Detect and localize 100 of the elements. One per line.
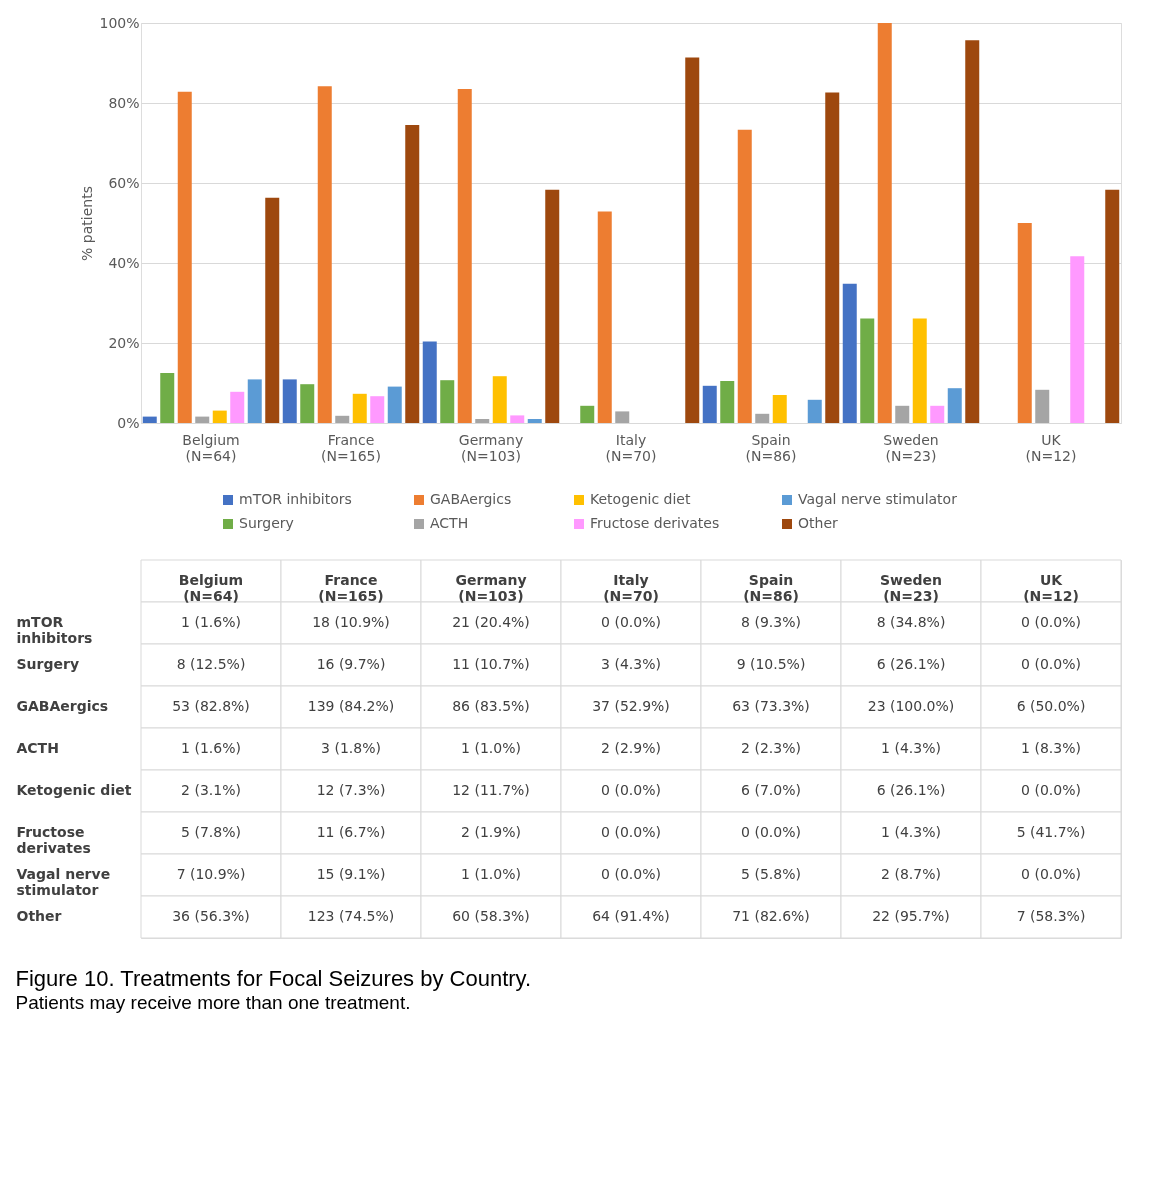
- data-label: 139 (84.2%): [307, 698, 395, 714]
- category-label: France (N=165): [318, 572, 384, 604]
- legend-label: Vagal nerve stimulator: [798, 491, 958, 507]
- data-label: 37 (52.9%): [592, 698, 670, 714]
- bar: [737, 129, 752, 423]
- bar: [405, 125, 420, 423]
- legend-label: mTOR inhibitors: [239, 491, 352, 507]
- data-label: 1 (4.3%): [881, 824, 941, 840]
- bar: [685, 57, 700, 423]
- data-label: 71 (82.6%): [732, 908, 810, 924]
- legend-label: GABAergics: [430, 491, 512, 507]
- data-label: 0 (0.0%): [601, 782, 661, 798]
- bar: [720, 381, 735, 423]
- data-label: 7 (10.9%): [176, 866, 246, 882]
- bar: [527, 419, 542, 423]
- data-label: 6 (7.0%): [741, 782, 801, 798]
- text: mTOR inhibitors: [16, 614, 93, 646]
- data-label: 2 (1.9%): [461, 824, 521, 840]
- bar: [1070, 256, 1085, 423]
- bar: [282, 379, 297, 423]
- bar: [1017, 223, 1032, 423]
- data-label: 3 (4.3%): [601, 656, 661, 672]
- data-label: 53 (82.8%): [172, 698, 250, 714]
- category-label: Germany (N=103): [455, 572, 527, 604]
- data-label: 5 (5.8%): [741, 866, 801, 882]
- bar: [387, 386, 402, 423]
- y-tick-label: 20%: [108, 334, 140, 351]
- data-label: 36 (56.3%): [172, 908, 250, 924]
- data-label: 2 (2.9%): [601, 740, 661, 756]
- data-label: 22 (95.7%): [872, 908, 950, 924]
- bar: [352, 393, 367, 423]
- x-tick-label: Italy (N=70): [605, 431, 657, 464]
- bar: [545, 189, 560, 423]
- data-label: 0 (0.0%): [601, 866, 661, 882]
- bar: [177, 91, 192, 423]
- text: Figure 10. Treatments for Focal Seizures by Country.: [15, 966, 532, 991]
- bar: [580, 405, 595, 423]
- bar: [440, 380, 455, 423]
- data-label: 1 (1.0%): [461, 740, 521, 756]
- y-tick-label: 0%: [117, 414, 140, 431]
- data-label: 1 (1.6%): [181, 740, 241, 756]
- bar: [457, 89, 472, 423]
- data-label: 15 (9.1%): [316, 866, 386, 882]
- bar: [772, 395, 787, 423]
- data-label: 5 (41.7%): [1016, 824, 1086, 840]
- x-tick-label: Sweden (N=23): [883, 431, 939, 464]
- data-label: 60 (58.3%): [452, 908, 530, 924]
- data-label: 1 (8.3%): [1021, 740, 1081, 756]
- text: Other: [16, 908, 62, 924]
- bar: [492, 376, 507, 423]
- data-label: 16 (9.7%): [316, 656, 386, 672]
- data-label: 63 (73.3%): [732, 698, 810, 714]
- category-label: Italy (N=70): [603, 572, 659, 604]
- data-label: 0 (0.0%): [601, 824, 661, 840]
- category-label: UK (N=12): [1023, 572, 1079, 604]
- y-axis-title: % patients: [79, 186, 96, 261]
- data-label: 6 (26.1%): [876, 782, 946, 798]
- x-tick-label: Spain (N=86): [745, 431, 797, 464]
- x-tick-label: France (N=165): [321, 431, 381, 464]
- text: Surgery: [16, 656, 80, 672]
- data-label: 8 (9.3%): [741, 614, 801, 630]
- bar: [160, 373, 175, 423]
- data-label: 12 (11.7%): [452, 782, 530, 798]
- data-label: 123 (74.5%): [307, 908, 395, 924]
- x-tick-label: Belgium (N=64): [182, 431, 240, 464]
- bar: [247, 379, 262, 423]
- bar: [475, 419, 490, 423]
- bar: [317, 86, 332, 423]
- text: Vagal nerve stimulator: [16, 866, 111, 898]
- bar: [335, 415, 350, 423]
- data-label: 1 (1.0%): [461, 866, 521, 882]
- data-label: 1 (1.6%): [181, 614, 241, 630]
- bar: [702, 385, 717, 423]
- legend-label: Other: [798, 515, 838, 531]
- data-label: 2 (8.7%): [881, 866, 941, 882]
- data-label: 64 (91.4%): [592, 908, 670, 924]
- data-label: 0 (0.0%): [1021, 614, 1081, 630]
- data-label: 0 (0.0%): [1021, 866, 1081, 882]
- text: Fructose derivates: [16, 824, 91, 856]
- bar: [842, 283, 857, 423]
- bar: [755, 413, 770, 423]
- bar: [142, 416, 157, 423]
- data-label: 0 (0.0%): [1021, 656, 1081, 672]
- data-label: 7 (58.3%): [1016, 908, 1086, 924]
- data-label: 8 (12.5%): [176, 656, 246, 672]
- text: Patients may receive more than one treatment.: [15, 992, 411, 1013]
- text: GABAergics: [16, 698, 109, 714]
- bar: [300, 384, 315, 423]
- bar: [912, 318, 927, 423]
- data-label: 6 (50.0%): [1016, 698, 1086, 714]
- bar: [510, 415, 525, 423]
- bar: [825, 92, 840, 423]
- bar: [895, 405, 910, 423]
- data-label: 86 (83.5%): [452, 698, 530, 714]
- bar: [597, 211, 612, 423]
- bar: [422, 341, 437, 423]
- data-label: 2 (3.1%): [181, 782, 241, 798]
- data-label: 0 (0.0%): [1021, 782, 1081, 798]
- data-label: 8 (34.8%): [876, 614, 946, 630]
- y-tick-label: 80%: [108, 94, 140, 111]
